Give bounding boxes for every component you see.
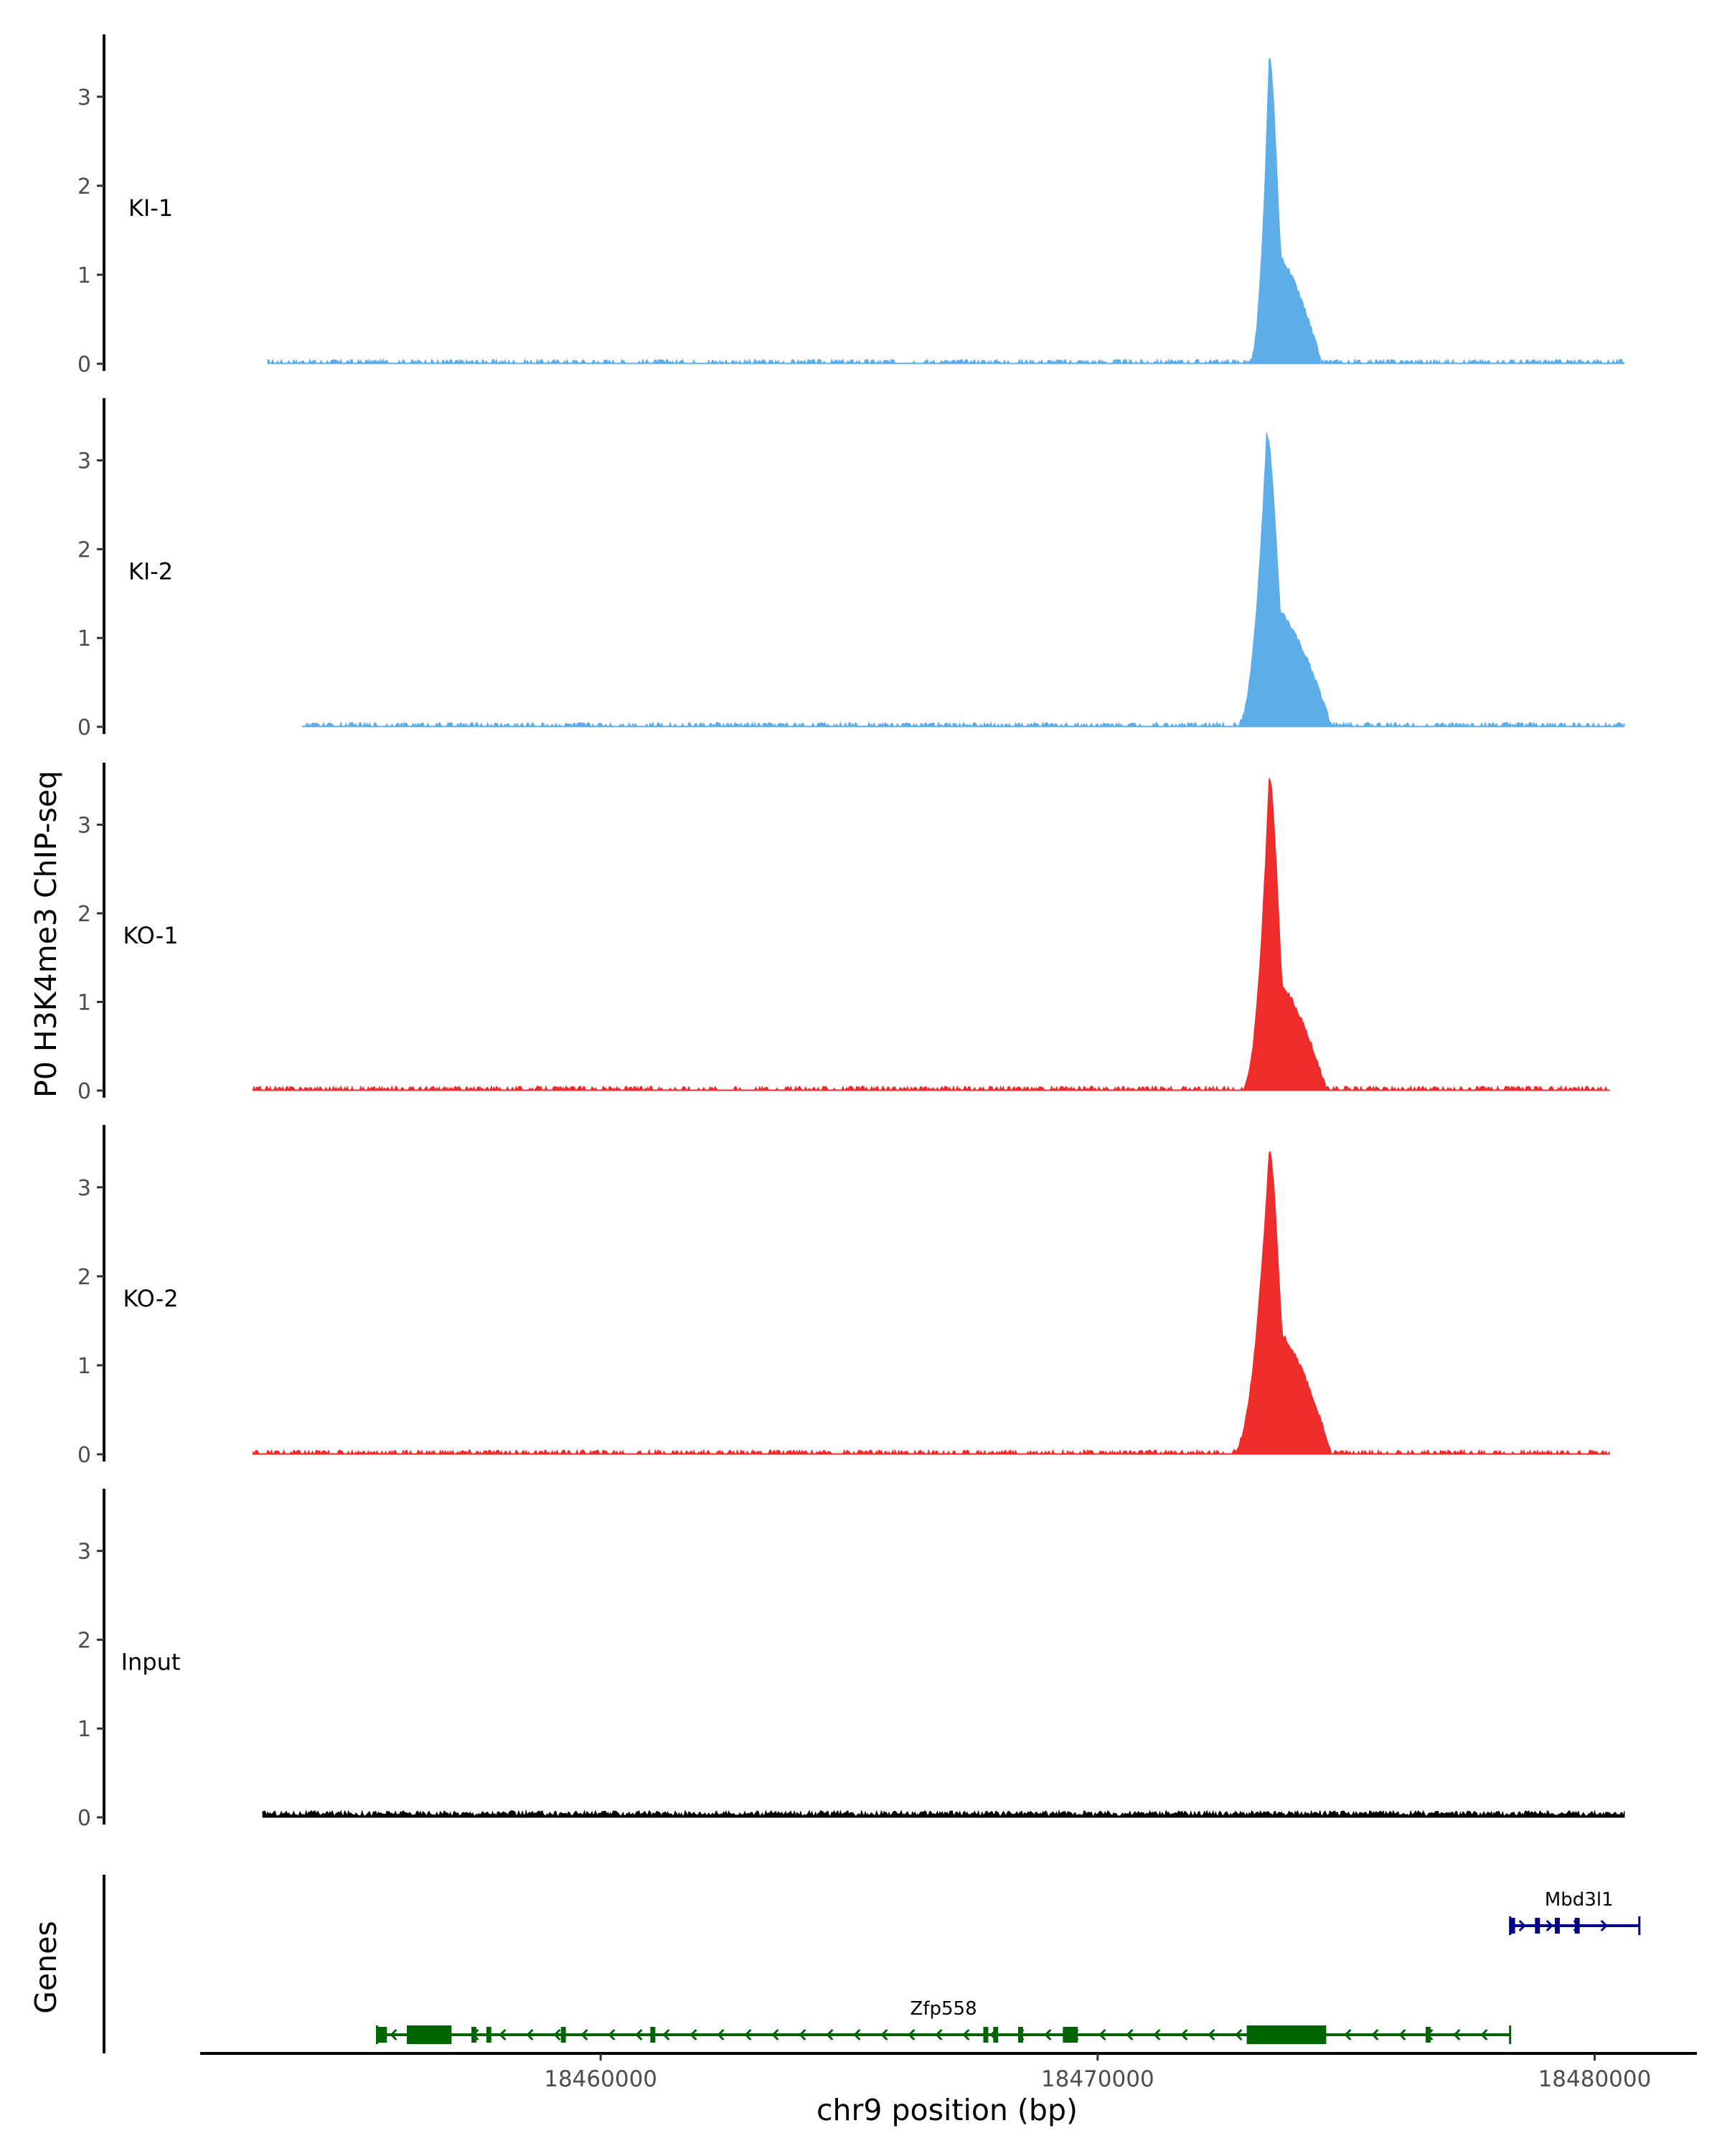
strand-arrow bbox=[1600, 1919, 1608, 1932]
y-tick-label: 1 bbox=[77, 1717, 91, 1742]
strand-arrow bbox=[880, 2028, 888, 2041]
strand-arrow bbox=[1235, 2028, 1243, 2041]
y-tick-label: 1 bbox=[77, 626, 91, 651]
gene-exon bbox=[1017, 2027, 1023, 2043]
strand-arrow bbox=[744, 2028, 752, 2041]
genes-axis-label: Genes bbox=[29, 1921, 63, 2014]
gene-exon bbox=[560, 2027, 566, 2043]
strand-arrow bbox=[826, 2028, 834, 2041]
y-tick-label: 2 bbox=[77, 1265, 91, 1290]
gene-exon bbox=[1510, 1918, 1515, 1934]
strand-arrow bbox=[690, 2028, 697, 2041]
y-tick-label: 0 bbox=[77, 352, 91, 377]
strand-arrow bbox=[526, 2028, 534, 2041]
track-label: KO-2 bbox=[123, 1285, 178, 1312]
track-ko-2: 0 1 2 3 KO-2 bbox=[77, 1125, 1610, 1468]
y-tick-label: 3 bbox=[77, 1540, 91, 1565]
gene-exon bbox=[1425, 2027, 1431, 2043]
track-ko-1: 0 1 2 3 KO-1 bbox=[77, 763, 1610, 1104]
track-label: KI-2 bbox=[128, 557, 173, 585]
y-tick-label: 3 bbox=[77, 813, 91, 838]
strand-arrow bbox=[771, 2028, 779, 2041]
y-tick-label: 1 bbox=[77, 263, 91, 288]
strand-arrow bbox=[1480, 2028, 1488, 2041]
strand-arrow bbox=[1518, 1919, 1526, 1932]
strand-arrow bbox=[499, 2028, 507, 2041]
gene-exon bbox=[650, 2027, 656, 2043]
strand-arrow bbox=[1153, 2028, 1161, 2041]
signal-area bbox=[262, 1809, 1625, 1818]
gene-exon bbox=[486, 2027, 491, 2043]
y-tick-label: 3 bbox=[77, 1176, 91, 1201]
track-ki-2: 0 1 2 3 KI-2 bbox=[77, 398, 1625, 740]
track-input: 0 1 2 3 Input bbox=[77, 1489, 1625, 1831]
strand-arrow bbox=[717, 2028, 725, 2041]
gene-name-label: Zfp558 bbox=[911, 1998, 977, 2020]
gene-exon bbox=[993, 2027, 999, 2043]
y-tick-label: 1 bbox=[77, 990, 91, 1015]
track-ki-1: 0 1 2 3 KI-1 bbox=[77, 34, 1625, 377]
y-tick-label: 2 bbox=[77, 174, 91, 199]
strand-arrow bbox=[1545, 1919, 1553, 1932]
gene-exon bbox=[1535, 1918, 1540, 1934]
y-tick-label: 2 bbox=[77, 902, 91, 927]
strand-arrow bbox=[390, 2028, 397, 2041]
track-label: KO-1 bbox=[123, 922, 178, 949]
gene-exon bbox=[406, 2025, 452, 2044]
signal-area bbox=[252, 778, 1610, 1091]
strand-arrow bbox=[1208, 2028, 1215, 2041]
gene-exon bbox=[1246, 2025, 1327, 2044]
strand-arrow bbox=[1344, 2028, 1352, 2041]
signal-area bbox=[252, 1151, 1610, 1455]
y-tick-label: 1 bbox=[77, 1354, 91, 1379]
gene-exon bbox=[1574, 1918, 1580, 1934]
strand-arrow bbox=[1126, 2028, 1134, 2041]
gene-mbd3l1: Mbd3l1 bbox=[1509, 1889, 1641, 1935]
strand-arrow bbox=[1453, 2028, 1461, 2041]
gene-name-label: Mbd3l1 bbox=[1545, 1889, 1614, 1911]
track-label: KI-1 bbox=[128, 194, 173, 222]
strand-arrow bbox=[662, 2028, 670, 2041]
strand-arrow bbox=[908, 2028, 916, 2041]
gene-exon bbox=[1063, 2027, 1078, 2043]
gene-exon bbox=[377, 2027, 387, 2043]
signal-area bbox=[302, 431, 1625, 728]
strand-arrow bbox=[1398, 2028, 1406, 2041]
track-label: Input bbox=[121, 1648, 181, 1675]
strand-arrow bbox=[608, 2028, 616, 2041]
strand-arrow bbox=[1044, 2028, 1052, 2041]
x-tick-label: 18480000 bbox=[1538, 2066, 1652, 2092]
strand-arrow bbox=[553, 2028, 561, 2041]
y-tick-label: 3 bbox=[77, 449, 91, 474]
x-tick-label: 18460000 bbox=[544, 2066, 657, 2092]
gene-exon bbox=[471, 2027, 476, 2043]
strand-arrow bbox=[853, 2028, 861, 2041]
strand-arrow bbox=[799, 2028, 806, 2041]
genes-layer: 18460000 18470000 18480000 Zfp558 Mbd3l1 bbox=[103, 1875, 1697, 2092]
y-tick-label: 0 bbox=[77, 1079, 91, 1104]
signal-area bbox=[267, 58, 1625, 364]
y-tick-label: 3 bbox=[77, 85, 91, 110]
y-tick-label: 0 bbox=[77, 715, 91, 740]
gene-exon bbox=[983, 2027, 989, 2043]
strand-arrow bbox=[635, 2028, 643, 2041]
strand-arrow bbox=[580, 2028, 588, 2041]
strand-arrow bbox=[962, 2028, 970, 2041]
gene-zfp558: Zfp558 bbox=[375, 1998, 1512, 2044]
x-tick-label: 18470000 bbox=[1041, 2066, 1154, 2092]
gene-exon bbox=[1555, 1918, 1560, 1934]
x-axis-label: chr9 position (bp) bbox=[817, 2093, 1078, 2127]
y-tick-label: 2 bbox=[77, 537, 91, 562]
strand-arrow bbox=[1371, 2028, 1379, 2041]
y-tick-label: 2 bbox=[77, 1628, 91, 1653]
y-tick-label: 0 bbox=[77, 1443, 91, 1468]
y-axis-label: P0 H3K4me3 ChIP-seq bbox=[29, 771, 63, 1098]
strand-arrow bbox=[1098, 2028, 1106, 2041]
strand-arrow bbox=[935, 2028, 943, 2041]
y-tick-label: 0 bbox=[77, 1806, 91, 1831]
tracks-layer: 0 1 2 3 KI-1 0 1 2 3 KI-2 0 1 2 3 KO-1 0 1 2 3 KO-2 0 1 2 3 Inpu… bbox=[77, 34, 1625, 1831]
strand-arrow bbox=[1180, 2028, 1188, 2041]
